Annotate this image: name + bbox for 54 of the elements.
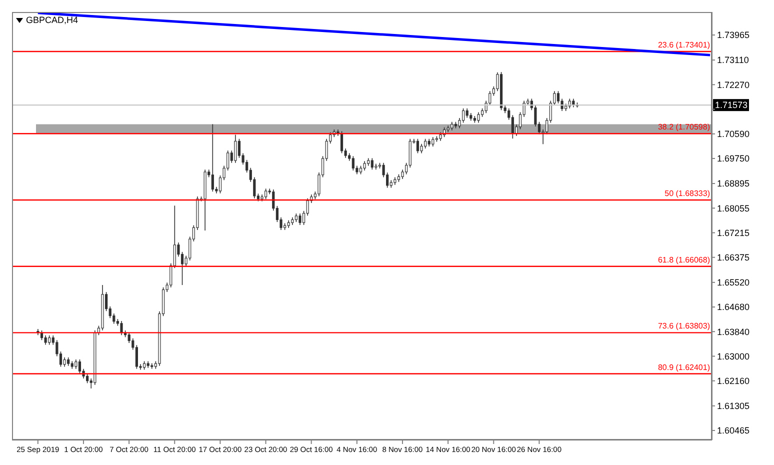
candlestick bbox=[401, 169, 404, 180]
candlestick bbox=[416, 138, 420, 154]
candlestick bbox=[374, 163, 378, 170]
candlestick bbox=[352, 156, 354, 171]
candlestick bbox=[135, 344, 138, 370]
candlestick bbox=[86, 373, 89, 384]
candlestick bbox=[424, 138, 427, 149]
y-tick-label: 1.73110 bbox=[717, 55, 749, 66]
candlestick bbox=[370, 158, 374, 170]
candlestick bbox=[477, 112, 480, 124]
candlestick bbox=[234, 134, 237, 164]
candlestick bbox=[264, 188, 268, 200]
y-tick-label: 1.66375 bbox=[717, 252, 750, 263]
candlestick bbox=[363, 160, 366, 171]
candlestick bbox=[63, 356, 66, 368]
y-tick-label: 1.72270 bbox=[717, 80, 750, 90]
candlestick bbox=[340, 130, 344, 154]
ref-line-label: 23.6 (1.73401) bbox=[658, 40, 710, 50]
candlestick bbox=[173, 205, 176, 268]
candlestick bbox=[48, 335, 51, 346]
ref-line-label: 38.2 (1.70598) bbox=[658, 122, 710, 132]
candlestick bbox=[511, 114, 514, 139]
y-tick-label: 1.68895 bbox=[717, 178, 750, 189]
y-tick-label: 1.64680 bbox=[717, 302, 750, 312]
candlestick bbox=[78, 359, 82, 374]
chart-title: GBPCAD,H4 bbox=[26, 15, 78, 25]
candlestick bbox=[44, 335, 47, 346]
candlestick bbox=[74, 359, 78, 370]
y-tick-label: 1.65520 bbox=[717, 278, 750, 288]
ref-line-label: 61.8 (1.66068) bbox=[658, 255, 710, 264]
candlestick bbox=[420, 143, 423, 154]
candlestick bbox=[466, 108, 468, 118]
y-tick-label: 1.70590 bbox=[717, 129, 750, 140]
candlestick bbox=[298, 213, 302, 226]
y-tick-label: 1.67215 bbox=[717, 228, 750, 238]
y-tick-label: 1.61305 bbox=[717, 401, 750, 412]
ref-line-label: 80.9 (1.62401) bbox=[658, 362, 710, 372]
y-tick-label: 1.69750 bbox=[717, 154, 750, 164]
ref-line-label: 50 (1.68333) bbox=[664, 188, 710, 198]
ref-line-label: 73.6 (1.63803) bbox=[658, 322, 710, 331]
candlestick bbox=[150, 362, 154, 370]
candlestick bbox=[238, 138, 241, 158]
y-tick-label: 1.68055 bbox=[717, 203, 750, 214]
candlestick bbox=[170, 262, 172, 288]
y-tick-label: 1.60465 bbox=[717, 426, 750, 436]
y-tick-label: 1.63840 bbox=[717, 326, 750, 337]
candlestick bbox=[211, 124, 214, 192]
candlestick bbox=[120, 320, 123, 336]
candlestick bbox=[432, 136, 434, 147]
y-tick-label: 1.62160 bbox=[717, 376, 750, 386]
y-tick-label: 1.73965 bbox=[717, 30, 750, 40]
y-tick-label: 1.63000 bbox=[717, 351, 750, 362]
candlestick bbox=[462, 108, 465, 124]
annotation: 1.71573 bbox=[715, 100, 748, 110]
